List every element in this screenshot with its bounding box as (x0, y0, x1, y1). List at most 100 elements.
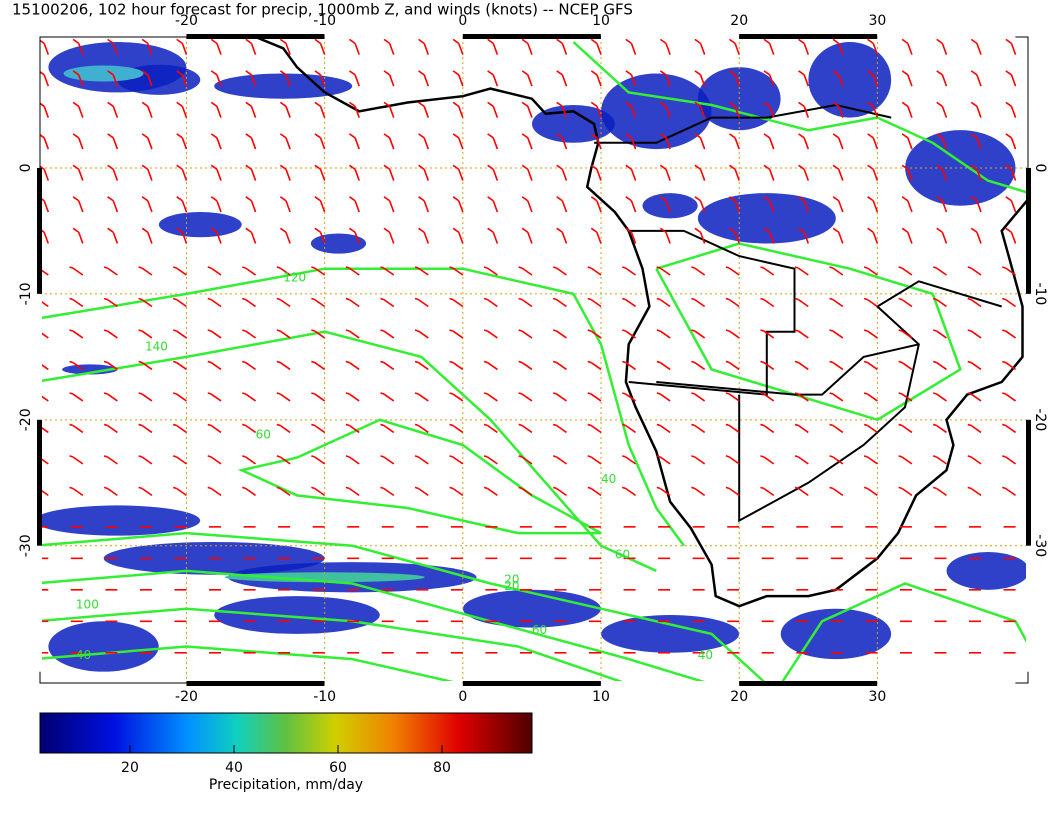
wind-barb (452, 227, 464, 244)
wind-barb (832, 196, 844, 213)
wind-barb (103, 455, 118, 465)
barb-flag (345, 455, 350, 458)
wind-barb (452, 196, 464, 213)
frame-tick (1026, 167, 1031, 294)
barb-staff (798, 267, 809, 276)
barb-staff (72, 361, 84, 371)
barb-flag (69, 360, 74, 364)
barb-staff (625, 361, 637, 371)
barb-staff (43, 74, 50, 87)
wind-barb (625, 70, 637, 87)
barb-flag (1002, 266, 1006, 269)
barb-flag (725, 455, 730, 458)
country-border (628, 229, 796, 396)
barb-flag (207, 455, 212, 458)
barb-staff (521, 393, 533, 402)
barb-flag (829, 486, 834, 490)
wind-barb (622, 266, 637, 276)
barb-staff (487, 424, 498, 434)
barb-staff (383, 424, 395, 434)
wind-barb (107, 133, 119, 150)
barb-staff (596, 231, 602, 244)
wind-barb (932, 486, 947, 497)
wind-barb (279, 164, 291, 181)
barb-flag (728, 133, 736, 139)
barb-flag (276, 486, 281, 490)
barb-staff (245, 393, 257, 402)
barb-staff (728, 361, 740, 371)
wind-barb (487, 38, 499, 55)
wind-barb (279, 38, 291, 55)
barb-flag (1002, 486, 1006, 490)
wind-barb (970, 227, 982, 244)
barb-staff (728, 330, 740, 339)
wind-barb (72, 38, 84, 55)
barb-flag (587, 392, 592, 395)
wind-barb (311, 329, 326, 339)
wind-barb (383, 70, 395, 87)
barb-flag (418, 227, 425, 233)
barb-staff (556, 361, 567, 371)
wind-barb (863, 266, 878, 276)
barb-staff (43, 137, 50, 150)
barb-staff (348, 298, 360, 308)
wind-barb (728, 38, 740, 55)
wind-barb (487, 70, 499, 87)
wind-barb (69, 297, 84, 308)
wind-barb (1002, 360, 1017, 371)
height-contour (40, 267, 685, 547)
wind-barb (172, 392, 187, 402)
wind-barb (141, 196, 153, 213)
contour-label: 140 (145, 340, 168, 354)
wind-barb (798, 227, 810, 244)
barb-flag (311, 266, 316, 269)
barb-staff (72, 424, 84, 434)
barb-flag (694, 101, 702, 107)
wind-barb (794, 297, 809, 308)
barb-flag (867, 70, 874, 76)
barb-flag (898, 360, 903, 364)
barb-flag (207, 360, 212, 364)
wind-barb (798, 70, 810, 87)
wind-barb (794, 329, 809, 339)
barb-flag (311, 360, 316, 364)
barb-flag (590, 133, 598, 139)
barb-flag (691, 392, 696, 395)
barb-flag (556, 101, 563, 107)
barb-flag (728, 196, 736, 202)
wind-barb (452, 38, 464, 55)
barb-flag (380, 297, 385, 301)
barb-staff (147, 106, 153, 118)
barb-staff (245, 456, 257, 465)
barb-flag (694, 164, 702, 170)
contour-label: 60 (532, 623, 547, 637)
barb-flag (348, 196, 356, 202)
wind-barb (176, 164, 188, 181)
wind-barb (449, 455, 464, 465)
barb-staff (383, 361, 395, 371)
barb-staff (452, 330, 464, 339)
barb-flag (383, 101, 391, 107)
wind-barb (483, 423, 498, 434)
barb-flag (449, 329, 454, 332)
barb-flag (210, 101, 218, 107)
barb-flag (725, 297, 730, 301)
wind-barb (970, 133, 982, 150)
barb-staff (907, 169, 913, 181)
barb-staff (561, 43, 568, 55)
barb-staff (43, 231, 50, 244)
barb-flag (552, 266, 557, 269)
wind-barb (103, 266, 118, 276)
wind-barb (138, 392, 153, 402)
barb-flag (867, 38, 874, 45)
barb-flag (107, 196, 114, 202)
x-tick-label: 10 (592, 13, 610, 29)
barb-flag (210, 38, 218, 45)
barb-flag (138, 392, 143, 395)
wind-barb (314, 38, 326, 55)
barb-flag (622, 392, 626, 395)
wind-barb (418, 133, 430, 150)
barb-flag (380, 360, 385, 364)
barb-staff (216, 200, 222, 213)
wind-barb (210, 70, 222, 87)
